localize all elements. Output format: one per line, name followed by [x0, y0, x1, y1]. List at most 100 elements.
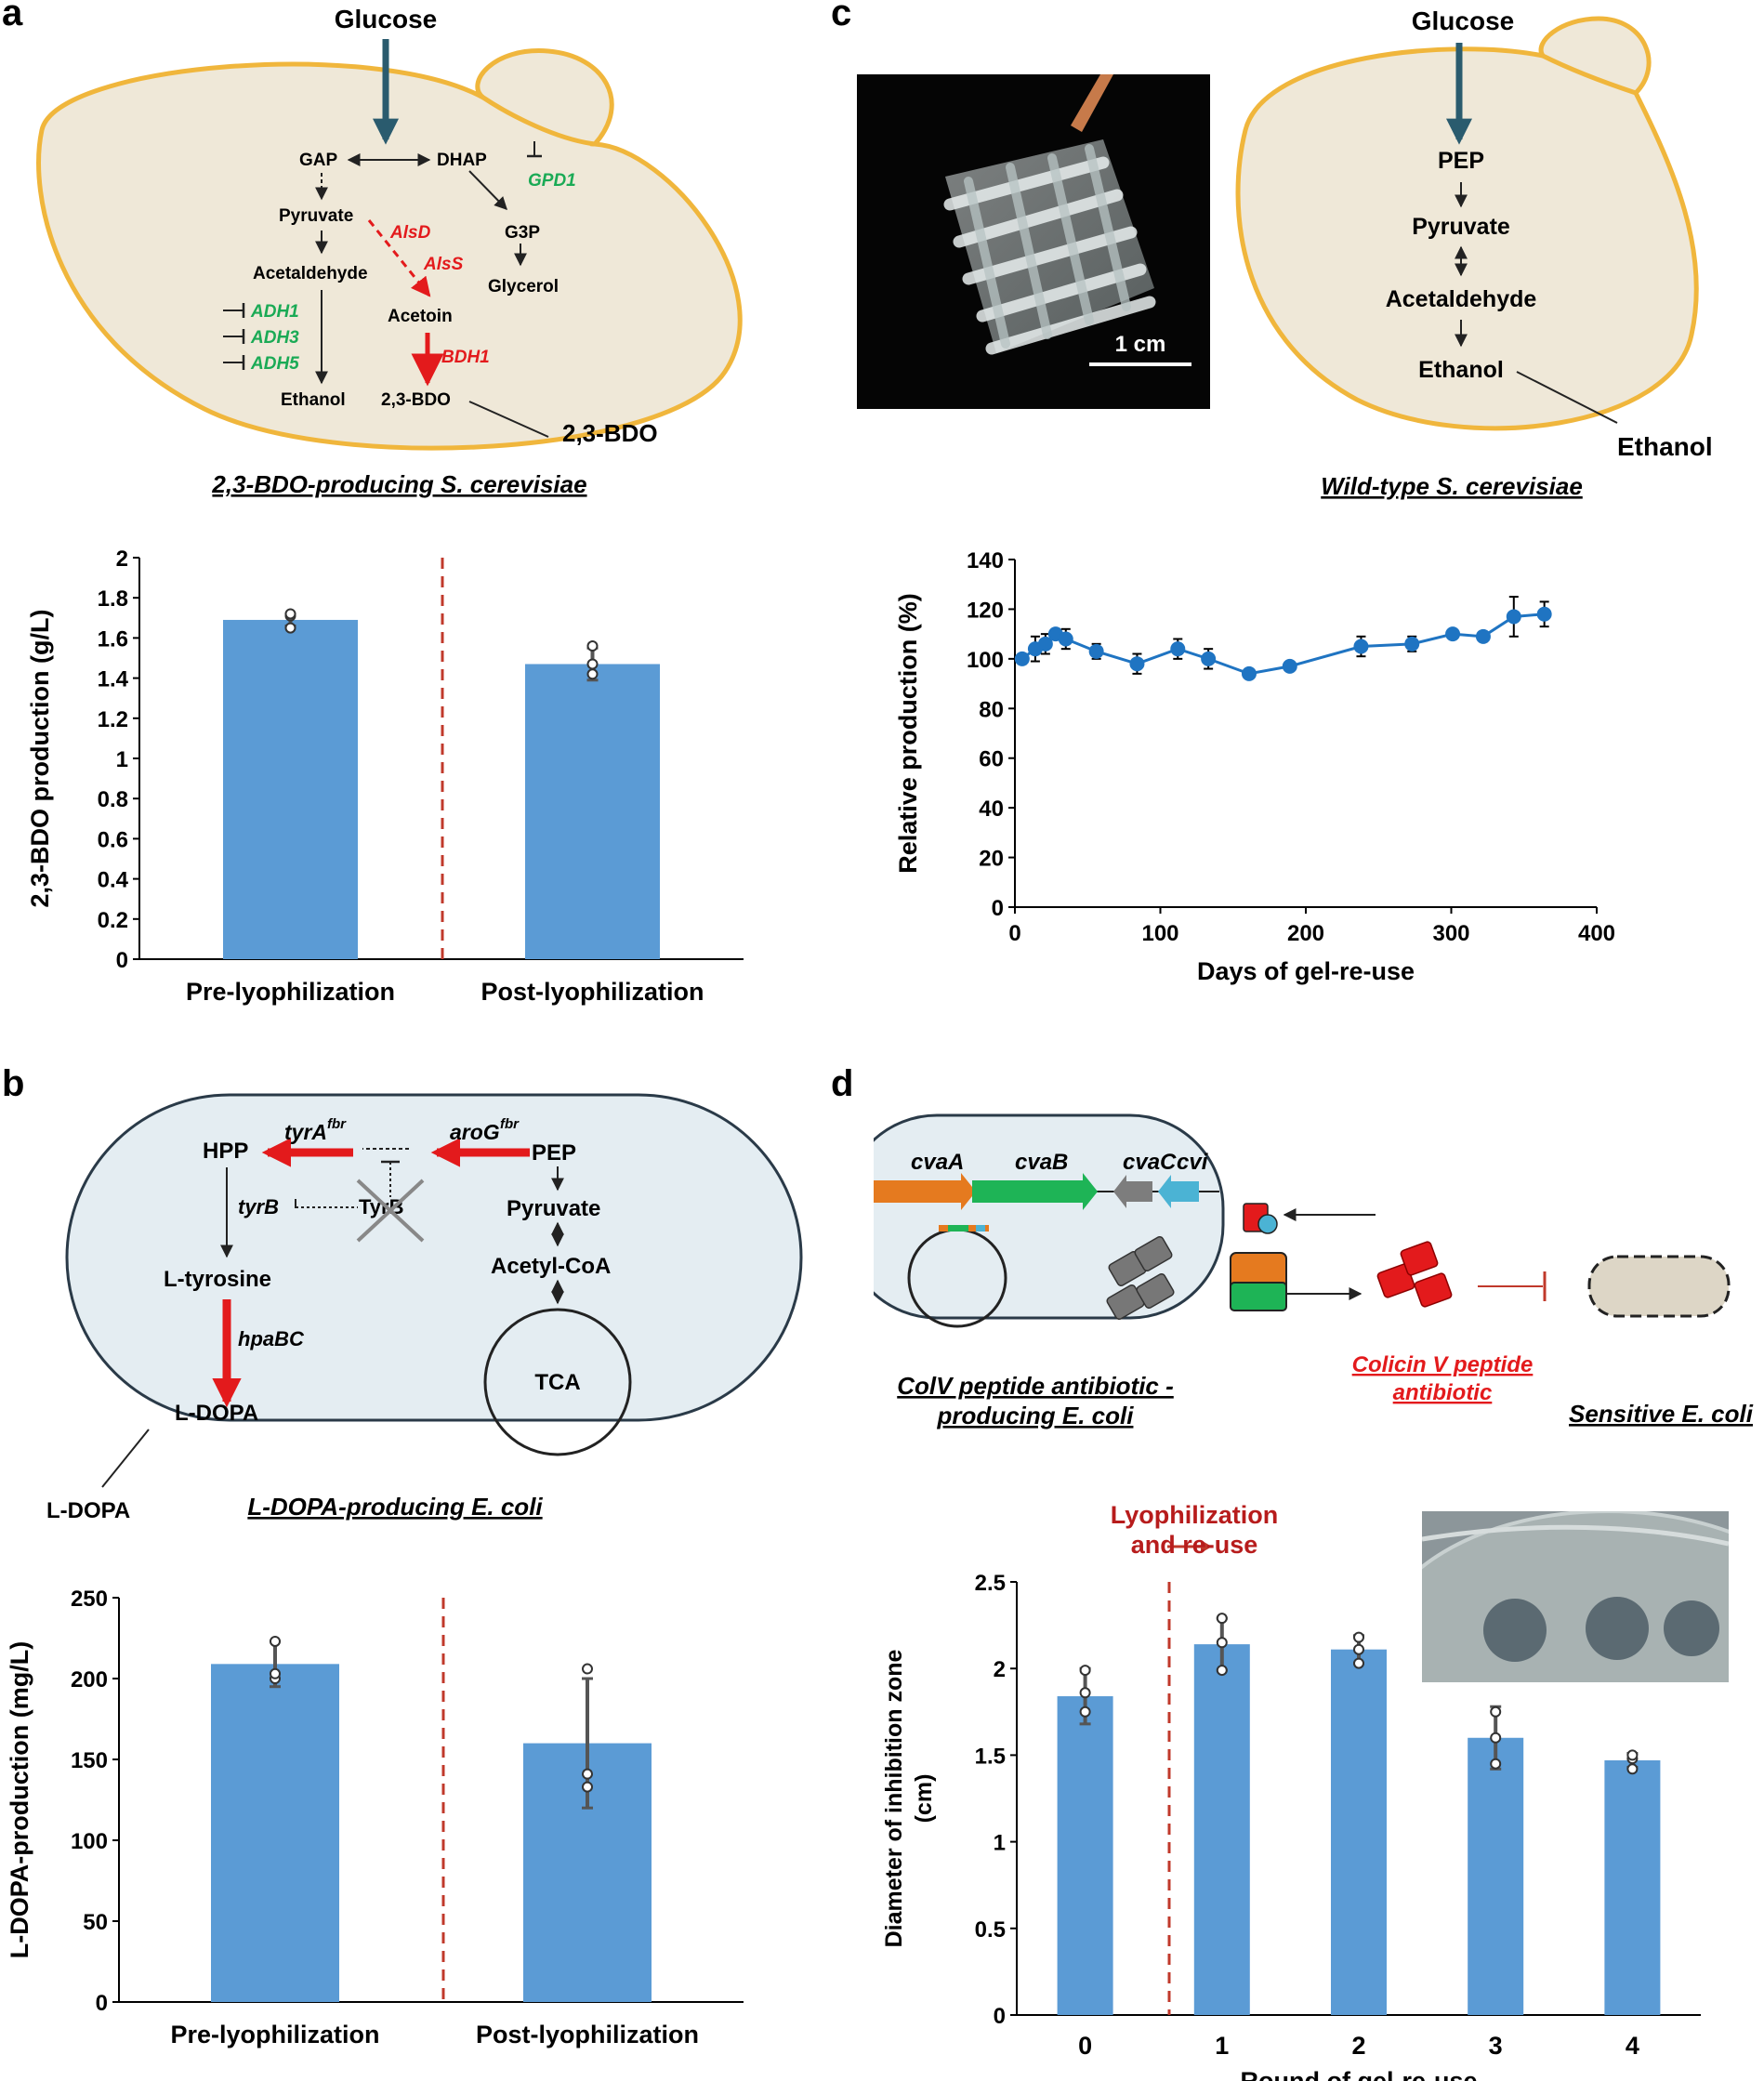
acetaldehyde-label-c: Acetaldehyde	[1386, 286, 1537, 312]
bar	[1468, 1737, 1524, 2015]
replicate-point	[586, 658, 599, 670]
x-tick-label: 200	[1287, 921, 1324, 946]
x-axis-label: Days of gel-re-use	[1197, 957, 1415, 985]
colicin-label-2: antibiotic	[1393, 1380, 1493, 1405]
y-tick-label: 1.2	[98, 707, 128, 732]
data-point	[1282, 658, 1297, 674]
y-tick-label: 1	[116, 747, 128, 772]
x-category-label: 4	[1626, 2032, 1639, 2060]
bar	[1057, 1696, 1113, 2015]
inhibition-plate-photo	[1422, 1511, 1729, 1682]
data-point	[1129, 656, 1145, 672]
data-point	[1088, 643, 1104, 659]
data-point	[1170, 641, 1186, 657]
adh1-label: ADH1	[250, 302, 299, 322]
y-tick-label: 20	[979, 847, 1004, 872]
bar	[1604, 1759, 1661, 2015]
y-tick-label: 0.2	[98, 908, 128, 933]
replicate-point	[284, 608, 296, 620]
y-tick-label: 0.8	[98, 787, 128, 812]
y-tick-label: 2	[116, 547, 128, 572]
replicate-point	[1626, 1763, 1639, 1775]
data-point	[1058, 631, 1073, 647]
ldopa-ecoli-diagram: HPP tyrA fbr aroG fbr PEP tyrB TyrB Pyru…	[46, 1093, 803, 1523]
scale-bar-label: 1 cm	[1115, 332, 1166, 357]
replicate-point	[1079, 1665, 1091, 1677]
data-point	[1241, 665, 1257, 681]
wildtype-cell-body	[1235, 16, 1699, 431]
data-point	[1475, 628, 1491, 644]
glucose-label-c: Glucose	[1412, 7, 1514, 35]
alss-label: AlsS	[423, 255, 464, 274]
replicate-point	[1490, 1706, 1502, 1718]
panel-letter-a: a	[2, 0, 23, 33]
glucose-label: Glucose	[335, 5, 437, 33]
y-tick-label: 140	[967, 548, 1004, 573]
replicate-point	[586, 668, 599, 680]
x-tick-label: 400	[1578, 921, 1615, 946]
x-category-label: 0	[1078, 2032, 1092, 2060]
bdo-inner-label: 2,3-BDO	[381, 390, 451, 410]
gpd1-label: GPD1	[528, 171, 576, 191]
y-axis-label: 2,3-BDO production (g/L)	[26, 610, 54, 908]
panel-a: a Glucose GAP DHAP GPD1 Pyruvate G3P Gly…	[0, 0, 874, 1050]
ltyrosine-label: L-tyrosine	[164, 1267, 271, 1292]
tca-cycle	[483, 1308, 632, 1456]
dhap-label: DHAP	[437, 151, 487, 170]
x-tick-label: 300	[1432, 921, 1469, 946]
replicate-point	[1490, 1732, 1502, 1744]
replicate-point	[586, 640, 599, 652]
y-axis-label-line2: (cm)	[911, 1774, 937, 1824]
y-tick-label: 0	[994, 2004, 1006, 2029]
y-tick-label: 100	[71, 1829, 108, 1854]
sensitive-caption: Sensitive E. coli	[1569, 1400, 1754, 1428]
panel-letter-c: c	[831, 0, 852, 33]
x-category-label: Pre-lyophilization	[186, 978, 395, 1006]
data-point	[1037, 636, 1053, 652]
y-tick-label: 60	[979, 747, 1004, 772]
y-tick-label: 0	[992, 896, 1004, 921]
bar	[525, 664, 660, 959]
y-tick-label: 1.5	[975, 1744, 1006, 1769]
replicate-point	[1216, 1613, 1228, 1625]
bdo-out-label: 2,3-BDO	[562, 419, 658, 447]
wildtype-yeast-diagram: Glucose PEP Pyruvate Acetaldehyde Ethano…	[1235, 7, 1713, 500]
ecoli-cell-body	[65, 1093, 803, 1422]
x-tick-label: 100	[1141, 921, 1178, 946]
arog-sup: fbr	[500, 1116, 520, 1132]
y-tick-label: 50	[83, 1910, 108, 1935]
y-tick-label: 40	[979, 797, 1004, 822]
colv-ecoli-diagram: cvaA cvaB cvaC cvi Colicin V peptide ant…	[874, 1113, 1754, 1429]
annotation-line-2: and re-use	[1130, 1531, 1258, 1559]
bar	[223, 619, 358, 959]
yeast-cell-body	[36, 48, 743, 451]
replicate-point	[270, 1667, 281, 1679]
replicate-point	[1079, 1706, 1091, 1718]
panel-letter-b: b	[2, 1063, 25, 1104]
bdo-production-chart: 0 0.2 0.4 0.6 0.8 1 1.2 1.4 1.6 1.8 2 Pre-lyophiliz…	[26, 547, 744, 1006]
cvaa-label: cvaA	[911, 1150, 964, 1175]
ldopa-production-chart: 0 50 100 150 200 250 Pre-lyophilization Post-ly…	[6, 1587, 744, 2048]
bar	[1193, 1644, 1250, 2015]
cvac-label: cvaC	[1123, 1150, 1177, 1175]
y-tick-label: 120	[967, 598, 1004, 623]
x-category-label: Pre-lyophilization	[170, 2021, 379, 2048]
y-tick-label: 0.6	[98, 827, 128, 852]
data-point	[1445, 626, 1461, 642]
x-tick-label: 0	[1008, 921, 1020, 946]
lyophilization-annotation: Lyophilization and re-use	[1092, 1500, 1297, 1560]
colicin-label-1: Colicin V peptide	[1352, 1352, 1534, 1377]
replicate-point	[284, 622, 296, 634]
x-category-label: 2	[1351, 2032, 1365, 2060]
y-axis-label: Relative production (%)	[894, 593, 922, 874]
replicate-point	[1216, 1665, 1228, 1677]
acetaldehyde-label: Acetaldehyde	[253, 264, 368, 283]
data-point	[1353, 639, 1369, 654]
bdh1-label: BDH1	[441, 348, 490, 367]
arog-label: aroG	[450, 1120, 500, 1144]
bar	[211, 1664, 339, 2002]
adh5-label: ADH5	[250, 354, 299, 374]
replicate-point	[1353, 1631, 1364, 1643]
replicate-point	[582, 1768, 593, 1780]
panel-b: b HPP tyrA fbr aroG fbr PEP tyrB TyrB Py…	[0, 1050, 874, 2081]
